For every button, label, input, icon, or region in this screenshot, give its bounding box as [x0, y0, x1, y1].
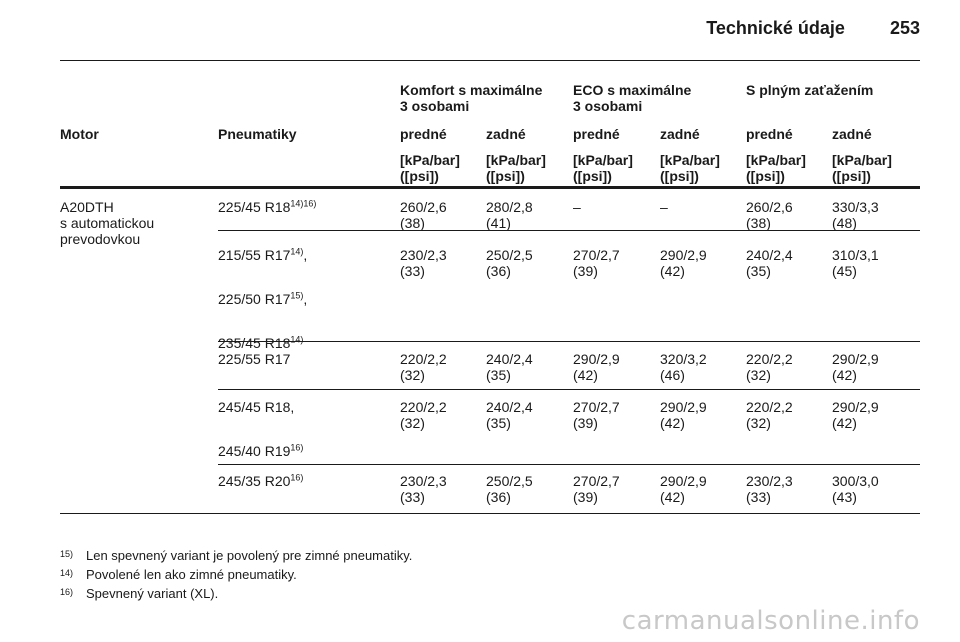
page-header: Technické údaje 253 [706, 18, 920, 39]
pressure-value: 290/2,9 (42) [660, 247, 707, 279]
unit-header: [kPa/bar] ([psi]) [486, 152, 546, 184]
pressure-value: 290/2,9 (42) [832, 351, 879, 383]
pressure-value: 270/2,7 (39) [573, 399, 620, 431]
pressure-value: 280/2,8 (41) [486, 199, 533, 231]
pressure-value: 300/3,0 (43) [832, 473, 879, 505]
footnote: 16) Spevnený variant (XL). [60, 586, 218, 602]
pressure-value: 290/2,9 (42) [832, 399, 879, 431]
column-header-tires: Pneumatiky [218, 126, 297, 142]
row-divider [218, 341, 920, 342]
pressure-value: 250/2,5 (36) [486, 473, 533, 505]
pressure-value: 240/2,4 (35) [486, 351, 533, 383]
unit-header: [kPa/bar] ([psi]) [660, 152, 720, 184]
row-divider [60, 513, 920, 514]
table-header-rule [60, 186, 920, 189]
pressure-value: 220/2,2 (32) [746, 399, 793, 431]
footnote: 14) Povolené len ako zimné pneumatiky. [60, 567, 297, 583]
unit-header: [kPa/bar] ([psi]) [746, 152, 806, 184]
column-header-rear: zadné [660, 126, 700, 142]
page-number: 253 [889, 18, 920, 38]
row-divider [218, 464, 920, 465]
footnote-text: Povolené len ako zimné pneumatiky. [86, 567, 297, 582]
pressure-value: 240/2,4 (35) [486, 399, 533, 431]
row-divider [218, 230, 920, 231]
pressure-value: 230/2,3 (33) [400, 247, 447, 279]
footnote-mark: 14) [60, 568, 74, 578]
pressure-value: 230/2,3 (33) [400, 473, 447, 505]
group-header: ECO s maximálne 3 osobami [573, 82, 692, 114]
column-header-front: predné [573, 126, 620, 142]
pressure-value: 260/2,6 (38) [400, 199, 447, 231]
header-rule [60, 60, 920, 61]
pressure-value: 320/3,2 (46) [660, 351, 707, 383]
unit-header: [kPa/bar] ([psi]) [832, 152, 892, 184]
pressure-value: 330/3,3 (48) [832, 199, 879, 231]
group-header: S plným zaťažením [746, 82, 874, 98]
column-header-rear: zadné [486, 126, 526, 142]
tire-size: 245/35 R2016) [218, 472, 304, 489]
pressure-value: 220/2,2 (32) [400, 399, 447, 431]
tire-size: 215/55 R1714), [218, 246, 308, 263]
tire-size: 245/40 R1916) [218, 442, 304, 459]
footnote-mark: 16) [60, 587, 74, 597]
tire-size: 225/50 R1715), [218, 290, 308, 307]
pressure-value: – [660, 199, 668, 215]
column-header-rear: zadné [832, 126, 872, 142]
footnote-mark: 15) [60, 549, 74, 559]
pressure-value: 310/3,1 (45) [832, 247, 879, 279]
pressure-value: 220/2,2 (32) [400, 351, 447, 383]
footnote-text: Len spevnený variant je povolený pre zim… [86, 548, 413, 563]
column-header-front: predné [746, 126, 793, 142]
group-header: Komfort s maximálne 3 osobami [400, 82, 543, 114]
unit-header: [kPa/bar] ([psi]) [573, 152, 633, 184]
pressure-value: 240/2,4 (35) [746, 247, 793, 279]
pressure-value: 230/2,3 (33) [746, 473, 793, 505]
pressure-value: 220/2,2 (32) [746, 351, 793, 383]
tire-size: 225/55 R17 [218, 351, 291, 367]
row-divider [218, 389, 920, 390]
pressure-value: 250/2,5 (36) [486, 247, 533, 279]
engine-name: A20DTH s automatickou prevodovkou [60, 199, 155, 247]
page-title: Technické údaje [706, 18, 845, 38]
pressure-value: 290/2,9 (42) [573, 351, 620, 383]
pressure-value: 270/2,7 (39) [573, 473, 620, 505]
pressure-value: 290/2,9 (42) [660, 399, 707, 431]
watermark: carmanualsonline.info [621, 606, 920, 636]
footnote: 15) Len spevnený variant je povolený pre … [60, 548, 412, 564]
column-header-motor: Motor [60, 126, 99, 142]
tire-size: 225/45 R1814)16) [218, 198, 317, 215]
tire-size: 235/45 R1814) [218, 334, 304, 351]
tire-size: 245/45 R18, [218, 399, 295, 415]
footnote-text: Spevnený variant (XL). [86, 586, 219, 601]
column-header-front: predné [400, 126, 447, 142]
pressure-value: 260/2,6 (38) [746, 199, 793, 231]
pressure-value: – [573, 199, 581, 215]
pressure-value: 290/2,9 (42) [660, 473, 707, 505]
unit-header: [kPa/bar] ([psi]) [400, 152, 460, 184]
pressure-value: 270/2,7 (39) [573, 247, 620, 279]
